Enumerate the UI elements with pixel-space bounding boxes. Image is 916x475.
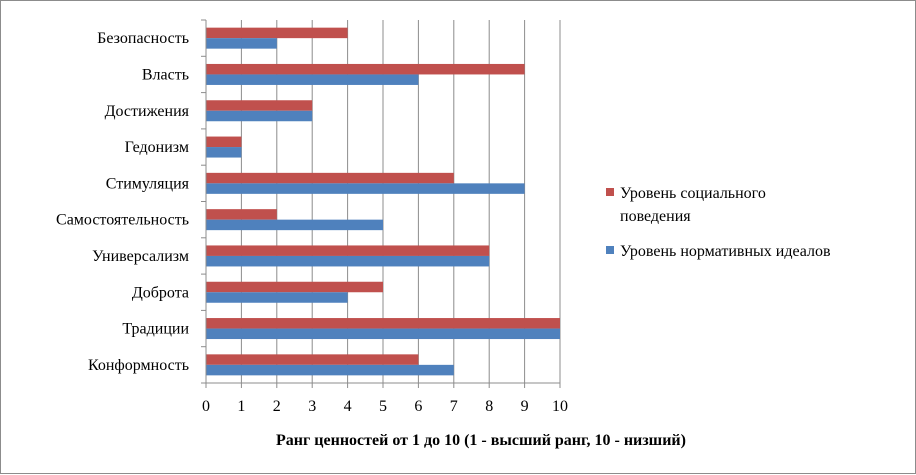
bar <box>206 63 525 75</box>
bar <box>206 183 525 194</box>
bar <box>206 245 490 256</box>
bar <box>206 255 490 267</box>
category-label: Универсализм <box>92 248 189 265</box>
x-tick-labels: 0 1 2 3 4 5 6 7 8 9 10 <box>202 398 568 415</box>
category-label: Безопасность <box>97 30 189 47</box>
legend-swatch <box>606 188 614 196</box>
x-axis-title: Ранг ценностей от 1 до 10 (1 - высший ра… <box>276 432 686 449</box>
bar <box>206 328 560 340</box>
category-label: Власть <box>142 66 189 83</box>
bars <box>206 27 560 376</box>
category-label: Достижения <box>105 103 190 120</box>
category-label: Стимуляция <box>106 175 190 192</box>
bar <box>206 27 348 39</box>
category-label: Доброта <box>132 284 189 301</box>
bar <box>206 147 242 158</box>
x-tick-label: 9 <box>521 398 529 415</box>
bar <box>206 74 419 85</box>
x-tick-label: 10 <box>552 398 568 415</box>
x-tick-label: 3 <box>308 398 316 415</box>
x-tick-label: 1 <box>237 398 245 415</box>
bar <box>206 318 560 329</box>
x-tick-label: 4 <box>344 398 352 415</box>
category-label: Конформность <box>88 357 189 374</box>
bar <box>206 38 277 49</box>
legend-swatch <box>606 246 614 254</box>
x-tick-label: 6 <box>414 398 422 415</box>
axes <box>201 19 561 388</box>
bar <box>206 219 383 231</box>
legend-label: Уровень социального <box>620 185 766 202</box>
x-tick-label: 8 <box>485 398 493 415</box>
bar <box>206 172 454 184</box>
bar <box>206 281 383 293</box>
category-label: Гедонизм <box>125 139 189 156</box>
legend-label: поведения <box>620 208 691 225</box>
bar <box>206 100 313 111</box>
bar <box>206 136 242 148</box>
bar <box>206 364 454 376</box>
bar <box>206 292 348 303</box>
bar <box>206 354 419 365</box>
category-labels: Безопасность Власть Достижения Гедонизм Стим… <box>56 30 190 374</box>
x-tick-label: 7 <box>450 398 458 415</box>
category-label: Традиции <box>122 321 189 338</box>
category-label: Самостоятельность <box>56 212 189 229</box>
legend-label: Уровень нормативных идеалов <box>620 243 831 260</box>
x-tick-label: 2 <box>273 398 281 415</box>
x-tick-label: 0 <box>202 398 210 415</box>
legend: Уровень социального поведения Уровень норм… <box>606 185 831 260</box>
bar <box>206 209 277 220</box>
bar <box>206 110 313 122</box>
x-tick-label: 5 <box>379 398 387 415</box>
